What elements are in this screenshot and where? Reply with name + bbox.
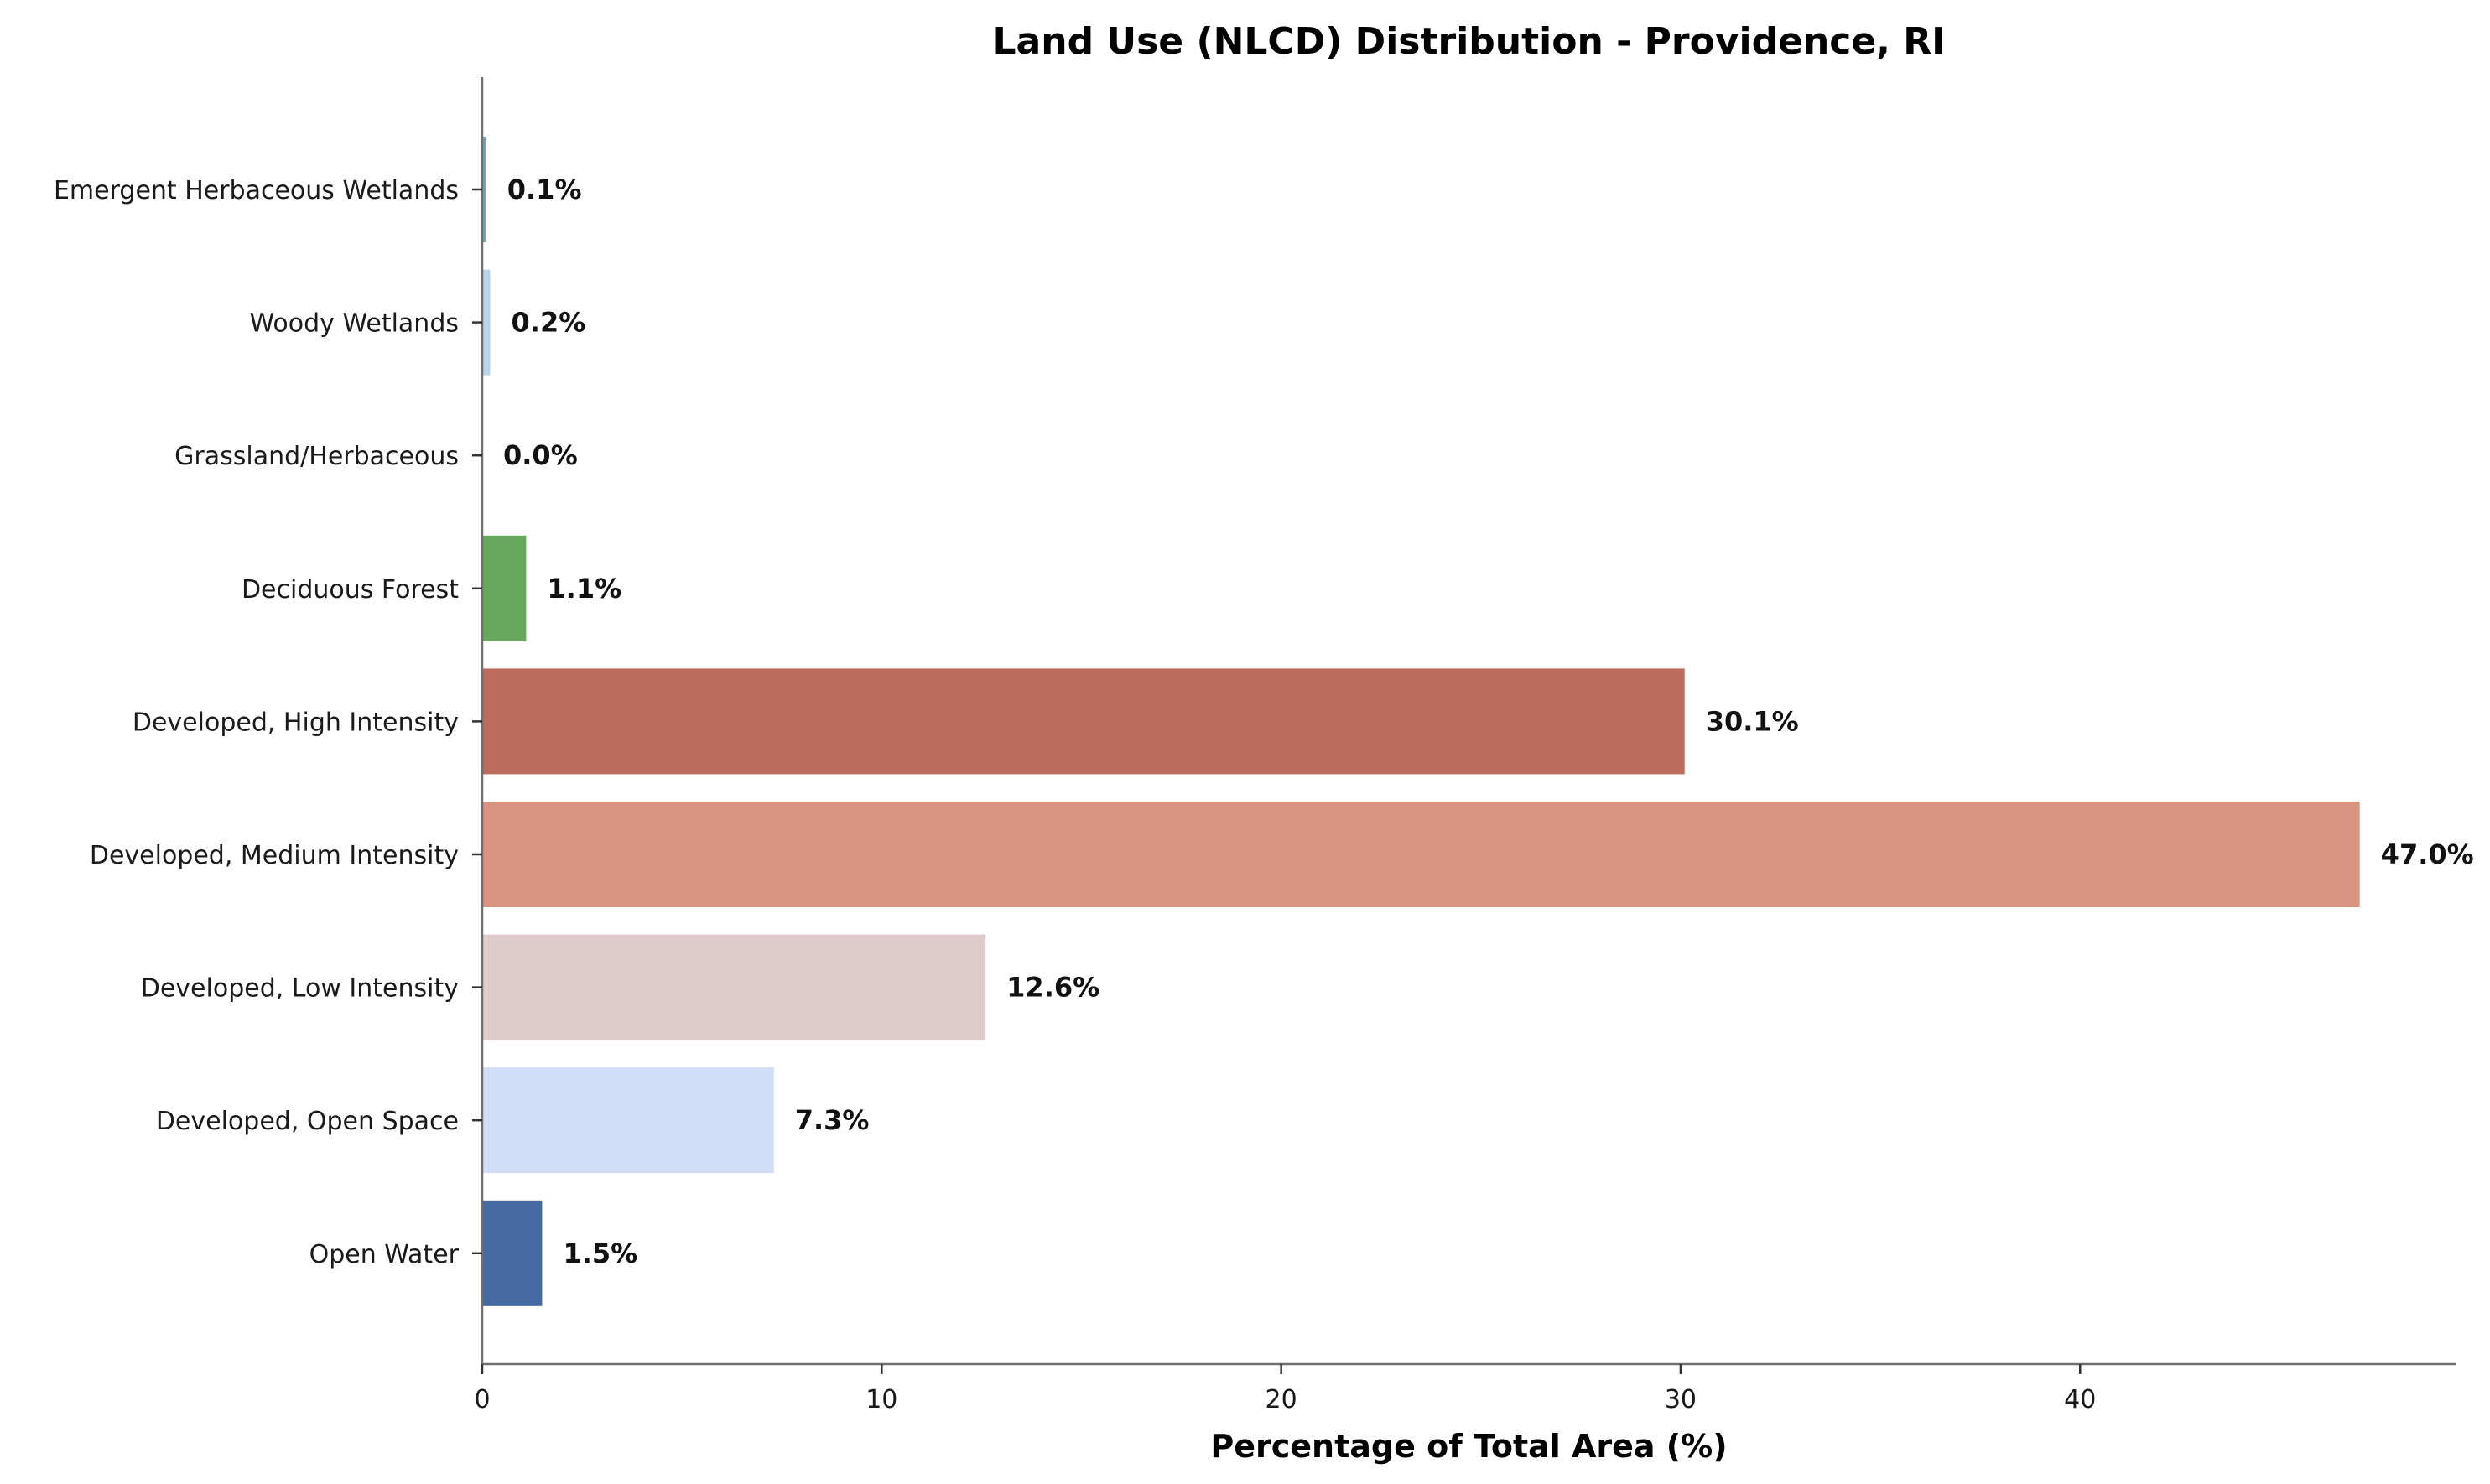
bar bbox=[482, 137, 486, 242]
data-label: 0.2% bbox=[512, 307, 586, 339]
bar bbox=[482, 1067, 774, 1174]
x-tick-label: 20 bbox=[1266, 1385, 1297, 1414]
bar bbox=[482, 1200, 543, 1306]
data-label: 47.0% bbox=[2381, 838, 2474, 870]
data-label: 7.3% bbox=[795, 1104, 870, 1136]
bar bbox=[482, 535, 527, 641]
category-label: Developed, High Intensity bbox=[133, 708, 459, 737]
data-label: 1.5% bbox=[563, 1238, 637, 1269]
category-label: Developed, Low Intensity bbox=[141, 974, 459, 1004]
category-label: Developed, Medium Intensity bbox=[90, 841, 459, 870]
x-axis-label: Percentage of Total Area (%) bbox=[1210, 1428, 1727, 1465]
category-label: Open Water bbox=[309, 1240, 460, 1269]
bar bbox=[482, 934, 986, 1040]
x-tick-label: 10 bbox=[866, 1385, 897, 1414]
data-labels-layer: 0.1% 0.2% 0.0% 1.1% 30.1% 47.0% 12.6% 7.3% 1.5% bbox=[503, 174, 2474, 1269]
category-label: Grassland/Herbaceous bbox=[174, 442, 459, 471]
bar bbox=[482, 802, 2360, 907]
category-label: Deciduous Forest bbox=[242, 575, 459, 604]
x-ticks-layer: 0 10 20 30 40 bbox=[474, 1364, 2096, 1414]
category-label: Woody Wetlands bbox=[250, 309, 459, 339]
category-label: Emergent Herbaceous Wetlands bbox=[54, 176, 459, 205]
bars-layer bbox=[482, 137, 2360, 1306]
data-label: 1.1% bbox=[547, 573, 621, 604]
bar bbox=[482, 668, 1685, 775]
x-tick-label: 40 bbox=[2064, 1385, 2096, 1414]
data-label: 0.1% bbox=[507, 174, 582, 205]
category-label: Developed, Open Space bbox=[156, 1107, 459, 1136]
x-tick-label: 0 bbox=[474, 1385, 490, 1414]
data-label: 0.0% bbox=[503, 439, 578, 471]
data-label: 12.6% bbox=[1006, 972, 1099, 1004]
data-label: 30.1% bbox=[1706, 705, 1799, 737]
chart-title: Land Use (NLCD) Distribution - Providenc… bbox=[993, 20, 1946, 63]
x-tick-label: 30 bbox=[1665, 1385, 1697, 1414]
bar bbox=[482, 269, 491, 376]
y-ticks-layer: Emergent Herbaceous Wetlands Woody Wetlan… bbox=[54, 176, 482, 1269]
